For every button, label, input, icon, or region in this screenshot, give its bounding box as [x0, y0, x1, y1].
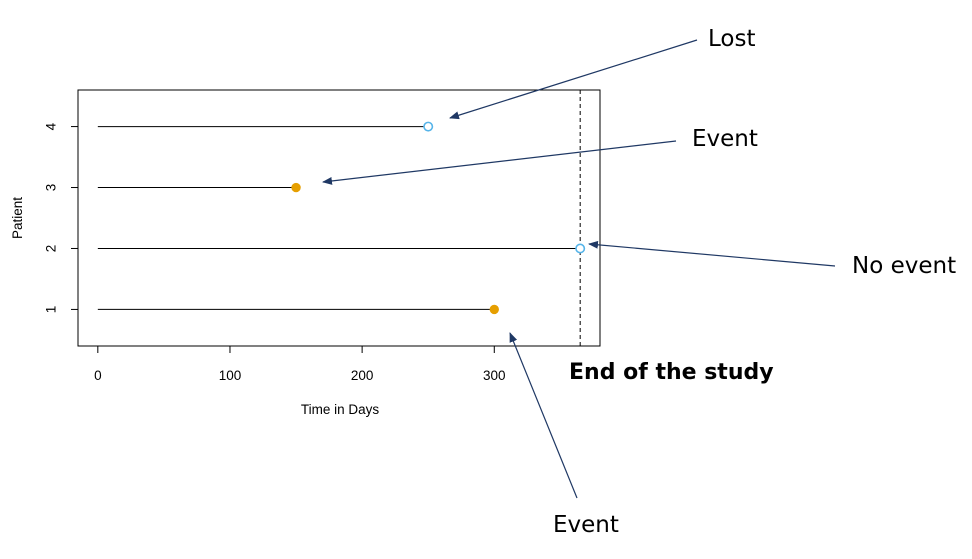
x-tick-label: 200 [351, 368, 374, 383]
y-axis-title: Patient [10, 197, 25, 239]
y-tick-label: 2 [44, 245, 59, 253]
patient-series [97, 121, 586, 315]
arrow-event-top [322, 140, 677, 185]
x-axis-title: Time in Days [301, 402, 380, 417]
x-tick-label: 0 [94, 368, 102, 383]
annotation-event-top: Event [692, 126, 758, 152]
patient-1-event-point [489, 304, 499, 315]
y-tick-label: 3 [44, 184, 59, 192]
patient-2-censored-point [575, 243, 586, 254]
plot-frame [77, 89, 601, 347]
x-ticks: 0 100 200 300 [94, 346, 506, 383]
x-tick-label: 100 [219, 368, 242, 383]
arrow-lost [449, 39, 698, 120]
patient-4-censored-point [423, 121, 434, 132]
arrow-event-bottom [509, 332, 578, 499]
annotation-event-bottom: Event [553, 512, 619, 538]
y-tick-label: 1 [44, 306, 59, 314]
y-tick-label: 4 [44, 122, 59, 130]
annotation-end-of-study: End of the study [569, 360, 774, 385]
patient-3-event-point [291, 182, 301, 193]
annotation-lost: Lost [708, 26, 755, 52]
x-tick-label: 300 [483, 368, 506, 383]
arrow-no-event [588, 240, 836, 267]
annotation-no-event: No event [852, 253, 956, 279]
y-ticks: 1 2 3 4 [44, 122, 78, 313]
